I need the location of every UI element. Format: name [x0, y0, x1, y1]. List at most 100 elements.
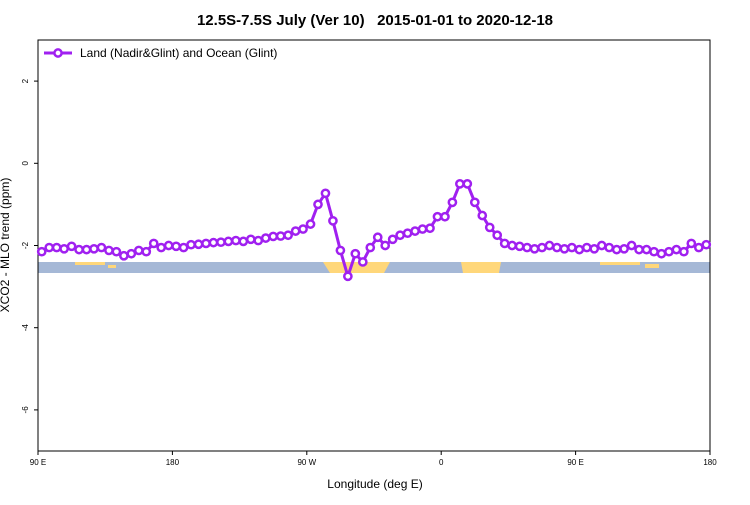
- data-point: [313, 199, 323, 210]
- data-point: [133, 245, 144, 256]
- data-point: [186, 239, 196, 250]
- data-point: [559, 243, 570, 254]
- data-point: [305, 219, 316, 229]
- data-point: [656, 248, 667, 259]
- data-point: [679, 246, 689, 257]
- data-point: [260, 233, 271, 243]
- data-point: [51, 242, 62, 253]
- data-point: [245, 234, 256, 245]
- data-point: [208, 237, 219, 248]
- data-point: [148, 238, 159, 249]
- data-point: [492, 230, 503, 241]
- x-tick-label: 0: [439, 458, 444, 467]
- data-point: [522, 242, 532, 253]
- data-point: [119, 250, 129, 261]
- data-point: [343, 271, 353, 282]
- data-point: [223, 236, 234, 247]
- data-point: [283, 230, 293, 241]
- data-point: [66, 241, 77, 252]
- data-point: [701, 239, 712, 250]
- data-point: [111, 246, 122, 257]
- data-point: [320, 188, 331, 199]
- y-tick-label: -4: [21, 324, 30, 332]
- data-point: [44, 242, 55, 253]
- data-point: [596, 240, 607, 251]
- x-tick-label: 180: [703, 458, 717, 467]
- y-axis-label: XCO2 - MLO trend (ppm): [0, 178, 12, 313]
- data-point: [649, 246, 659, 257]
- data-point: [567, 242, 577, 253]
- data-point: [238, 236, 249, 247]
- data-point: [178, 242, 189, 253]
- legend-marker: [53, 48, 63, 58]
- data-point: [89, 243, 99, 254]
- data-point: [693, 242, 704, 253]
- land-strip: [38, 262, 710, 273]
- data-point: [604, 242, 615, 253]
- data-point: [380, 240, 391, 251]
- data-point: [59, 243, 69, 254]
- data-point: [81, 244, 92, 255]
- data-point: [328, 215, 338, 226]
- y-tick-label: -2: [21, 241, 30, 249]
- data-point: [432, 211, 443, 222]
- data-point: [514, 241, 525, 252]
- chart-title: 12.5S-7.5S July (Ver 10) 2015-01-01 to 2…: [197, 12, 553, 29]
- data-point: [619, 243, 629, 254]
- data-point: [216, 237, 226, 248]
- data-point: [641, 244, 652, 255]
- y-tick-label: 0: [21, 161, 30, 166]
- x-tick-label: 90 E: [567, 458, 583, 467]
- data-point: [171, 241, 181, 252]
- data-point: [447, 197, 458, 208]
- data-point: [395, 230, 405, 241]
- data-point: [574, 244, 585, 255]
- data-point: [626, 240, 637, 251]
- data-point: [126, 248, 137, 259]
- data-point: [298, 224, 308, 234]
- data-point: [231, 235, 241, 246]
- data-point: [410, 226, 420, 236]
- data-point: [462, 179, 473, 189]
- data-point: [268, 231, 279, 242]
- data-point: [350, 248, 361, 259]
- data-point: [357, 257, 368, 267]
- data-point: [402, 228, 413, 239]
- data-point: [455, 179, 465, 189]
- data-point: [163, 240, 174, 251]
- data-point: [335, 245, 346, 256]
- data-point: [425, 223, 435, 234]
- y-tick-label: 2: [21, 78, 30, 83]
- data-point: [74, 244, 84, 255]
- data-point: [104, 245, 114, 256]
- data-point: [499, 238, 510, 249]
- data-point: [581, 242, 592, 253]
- data-point: [156, 242, 167, 253]
- x-tick-label: 90 E: [30, 458, 46, 467]
- data-point: [671, 244, 682, 255]
- y-tick-label: -6: [21, 406, 30, 414]
- x-tick-label: 180: [166, 458, 180, 467]
- data-point: [193, 239, 204, 250]
- data-point: [387, 234, 398, 245]
- data-point: [477, 210, 488, 221]
- legend-label: Land (Nadir&Glint) and Ocean (Glint): [80, 46, 277, 60]
- data-point: [417, 224, 428, 234]
- data-point: [141, 246, 152, 257]
- data-point: [365, 242, 376, 253]
- data-point: [290, 226, 301, 236]
- data-point: [529, 243, 540, 254]
- x-axis-label: Longitude (deg E): [327, 477, 422, 491]
- data-point: [484, 222, 495, 233]
- data-point: [664, 246, 674, 257]
- data-point: [96, 242, 107, 253]
- data-point: [589, 243, 600, 254]
- data-point: [537, 242, 547, 253]
- data-point: [201, 238, 211, 249]
- data-point: [440, 211, 450, 222]
- data-point: [469, 197, 480, 208]
- data-point: [634, 244, 644, 255]
- data-point: [372, 232, 383, 243]
